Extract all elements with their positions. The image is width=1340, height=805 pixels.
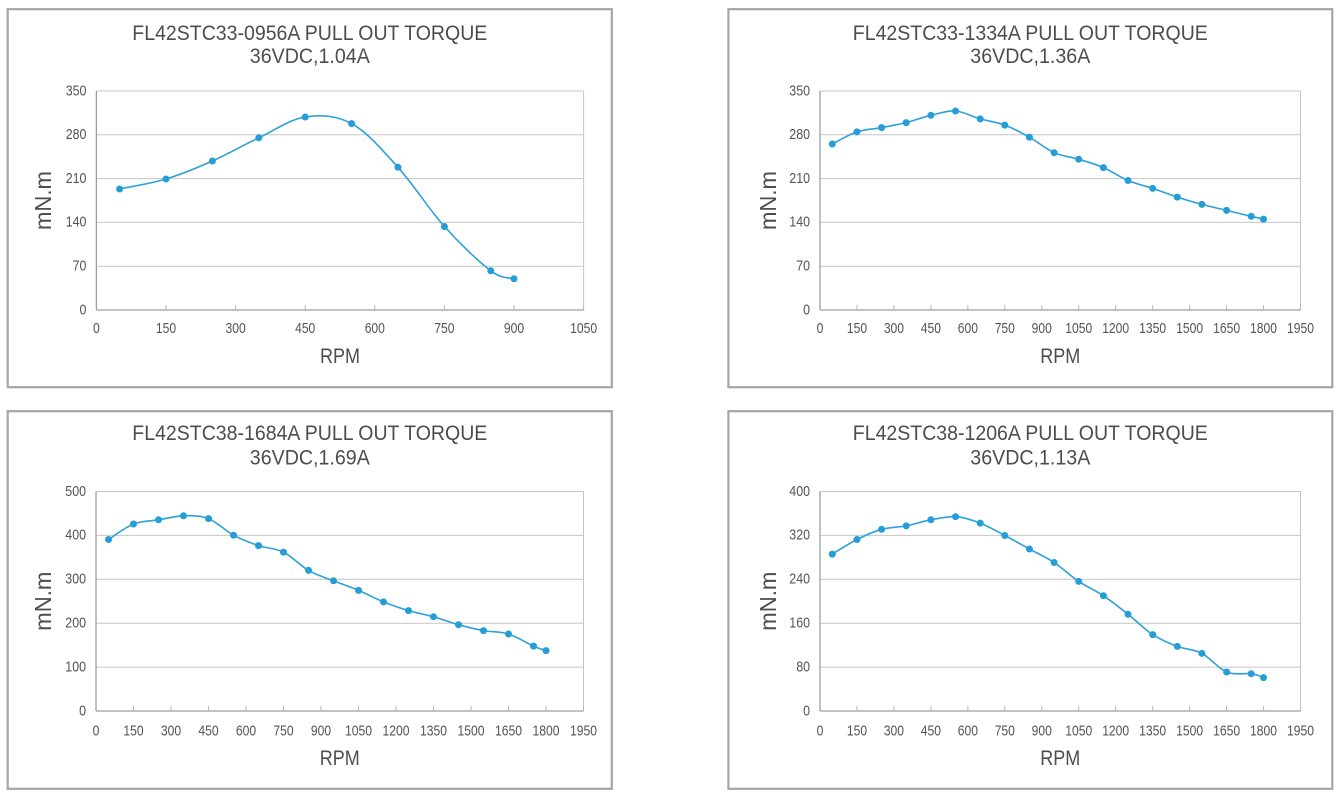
svg-text:450: 450	[295, 320, 315, 337]
svg-text:FL42STC38-1206A PULL OUT TORQU: FL42STC38-1206A PULL OUT TORQUE	[853, 422, 1208, 445]
svg-text:450: 450	[921, 320, 941, 337]
svg-text:400: 400	[789, 483, 810, 500]
svg-text:36VDC,1.13A: 36VDC,1.13A	[970, 447, 1090, 470]
svg-text:300: 300	[65, 571, 86, 588]
svg-text:1950: 1950	[570, 723, 597, 740]
svg-text:70: 70	[796, 258, 810, 275]
svg-text:1050: 1050	[1065, 320, 1092, 337]
svg-text:280: 280	[789, 126, 810, 143]
svg-text:1950: 1950	[1287, 320, 1314, 337]
svg-text:FL42STC33-1334A PULL OUT TORQU: FL42STC33-1334A PULL OUT TORQUE	[853, 22, 1208, 45]
svg-text:750: 750	[273, 723, 293, 740]
svg-text:RPM: RPM	[320, 746, 360, 770]
svg-text:600: 600	[958, 320, 978, 337]
svg-text:160: 160	[789, 615, 810, 632]
svg-text:1800: 1800	[533, 723, 560, 740]
svg-text:1800: 1800	[1250, 320, 1277, 337]
svg-text:1350: 1350	[420, 723, 447, 740]
svg-text:100: 100	[65, 658, 86, 675]
svg-text:600: 600	[958, 723, 978, 740]
svg-text:1800: 1800	[1250, 723, 1277, 740]
svg-text:150: 150	[847, 320, 867, 337]
svg-text:900: 900	[1032, 723, 1052, 740]
svg-text:1500: 1500	[1176, 320, 1203, 337]
svg-text:600: 600	[236, 723, 256, 740]
svg-text:1200: 1200	[1102, 723, 1129, 740]
svg-text:750: 750	[995, 320, 1015, 337]
svg-text:0: 0	[80, 301, 87, 318]
svg-text:1050: 1050	[570, 320, 597, 337]
svg-text:FL42STC38-1684A PULL OUT TORQU: FL42STC38-1684A PULL OUT TORQUE	[132, 422, 487, 445]
svg-text:1200: 1200	[1102, 320, 1129, 337]
svg-text:FL42STC33-0956A PULL OUT TORQU: FL42STC33-0956A PULL OUT TORQUE	[132, 22, 487, 45]
svg-text:150: 150	[156, 320, 176, 337]
svg-text:mN.m: mN.m	[30, 171, 56, 230]
svg-text:210: 210	[66, 170, 87, 187]
svg-text:450: 450	[198, 723, 218, 740]
svg-text:600: 600	[365, 320, 385, 337]
svg-text:0: 0	[817, 723, 824, 740]
svg-text:900: 900	[504, 320, 524, 337]
svg-text:36VDC,1.36A: 36VDC,1.36A	[970, 45, 1090, 68]
svg-text:mN.m: mN.m	[755, 572, 781, 631]
svg-text:80: 80	[796, 658, 810, 675]
svg-text:140: 140	[789, 214, 810, 231]
svg-text:300: 300	[226, 320, 246, 337]
svg-text:240: 240	[789, 571, 810, 588]
svg-text:300: 300	[884, 320, 904, 337]
svg-text:0: 0	[93, 723, 100, 740]
svg-text:280: 280	[66, 126, 87, 143]
svg-text:350: 350	[789, 82, 810, 99]
svg-text:RPM: RPM	[320, 344, 360, 368]
svg-text:1650: 1650	[1213, 723, 1240, 740]
svg-text:210: 210	[789, 170, 810, 187]
svg-text:mN.m: mN.m	[755, 171, 781, 230]
svg-text:150: 150	[123, 723, 143, 740]
svg-text:200: 200	[65, 615, 86, 632]
svg-text:70: 70	[73, 258, 87, 275]
svg-text:400: 400	[65, 527, 86, 544]
svg-text:1650: 1650	[1213, 320, 1240, 337]
svg-text:mN.m: mN.m	[30, 572, 56, 631]
svg-text:500: 500	[65, 483, 86, 500]
svg-text:300: 300	[161, 723, 181, 740]
svg-text:0: 0	[79, 702, 86, 719]
svg-text:300: 300	[884, 723, 904, 740]
svg-text:1050: 1050	[345, 723, 372, 740]
svg-text:0: 0	[817, 320, 824, 337]
svg-text:450: 450	[921, 723, 941, 740]
svg-text:36VDC,1.04A: 36VDC,1.04A	[250, 45, 370, 68]
svg-text:1350: 1350	[1139, 723, 1166, 740]
svg-text:750: 750	[434, 320, 454, 337]
svg-text:320: 320	[789, 527, 810, 544]
svg-text:0: 0	[93, 320, 100, 337]
svg-text:350: 350	[66, 82, 87, 99]
svg-text:36VDC,1.69A: 36VDC,1.69A	[250, 447, 370, 470]
svg-text:1200: 1200	[383, 723, 410, 740]
svg-text:1950: 1950	[1287, 723, 1314, 740]
svg-text:1050: 1050	[1065, 723, 1092, 740]
svg-text:1650: 1650	[495, 723, 522, 740]
svg-text:140: 140	[66, 214, 87, 231]
svg-text:1350: 1350	[1139, 320, 1166, 337]
svg-text:750: 750	[995, 723, 1015, 740]
svg-text:0: 0	[803, 301, 810, 318]
svg-text:150: 150	[847, 723, 867, 740]
svg-text:1500: 1500	[1176, 723, 1203, 740]
svg-text:RPM: RPM	[1040, 746, 1080, 770]
svg-text:0: 0	[803, 702, 810, 719]
svg-text:900: 900	[1032, 320, 1052, 337]
svg-text:RPM: RPM	[1040, 344, 1080, 368]
svg-text:900: 900	[311, 723, 331, 740]
svg-text:1500: 1500	[458, 723, 485, 740]
